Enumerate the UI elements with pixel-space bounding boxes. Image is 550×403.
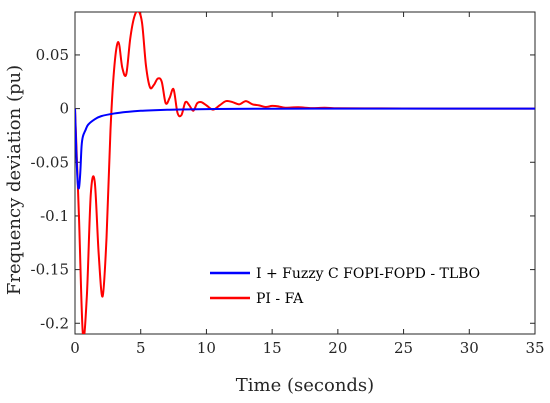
- y-tick-label: -0.2: [40, 314, 69, 332]
- x-axis: 0 5 10 15 20 25 30 35: [70, 12, 545, 357]
- y-axis: 0.05 0 -0.05 -0.1 -0.15 -0.2: [31, 46, 535, 332]
- x-axis-label: Time (seconds): [236, 375, 374, 396]
- y-tick-label: 0: [59, 100, 69, 118]
- x-tick-label: 0: [70, 339, 80, 357]
- series-line-1: [75, 107, 535, 190]
- legend: I + Fuzzy C FOPI-FOPD - TLBO PI - FA: [200, 260, 524, 318]
- legend-label-series-1: I + Fuzzy C FOPI-FOPD - TLBO: [256, 266, 480, 282]
- legend-box: [200, 260, 524, 318]
- series-layer: [75, 12, 535, 334]
- plot-frame: [74, 11, 536, 335]
- x-tick-label: 10: [197, 339, 216, 357]
- x-tick-label: 25: [394, 339, 413, 357]
- y-tick-label: -0.05: [31, 153, 69, 171]
- x-tick-label: 20: [328, 339, 347, 357]
- y-axis-label: Frequency deviation (pu): [4, 65, 25, 295]
- y-tick-label: 0.05: [36, 46, 69, 64]
- x-tick-label: 15: [263, 339, 282, 357]
- legend-label-series-2: PI - FA: [256, 291, 304, 307]
- x-tick-label: 30: [460, 339, 479, 357]
- series-line-2: [75, 12, 535, 334]
- x-tick-label: 5: [136, 339, 146, 357]
- x-tick-label: 35: [525, 339, 544, 357]
- y-tick-label: -0.1: [40, 207, 69, 225]
- y-tick-label: -0.15: [31, 261, 69, 279]
